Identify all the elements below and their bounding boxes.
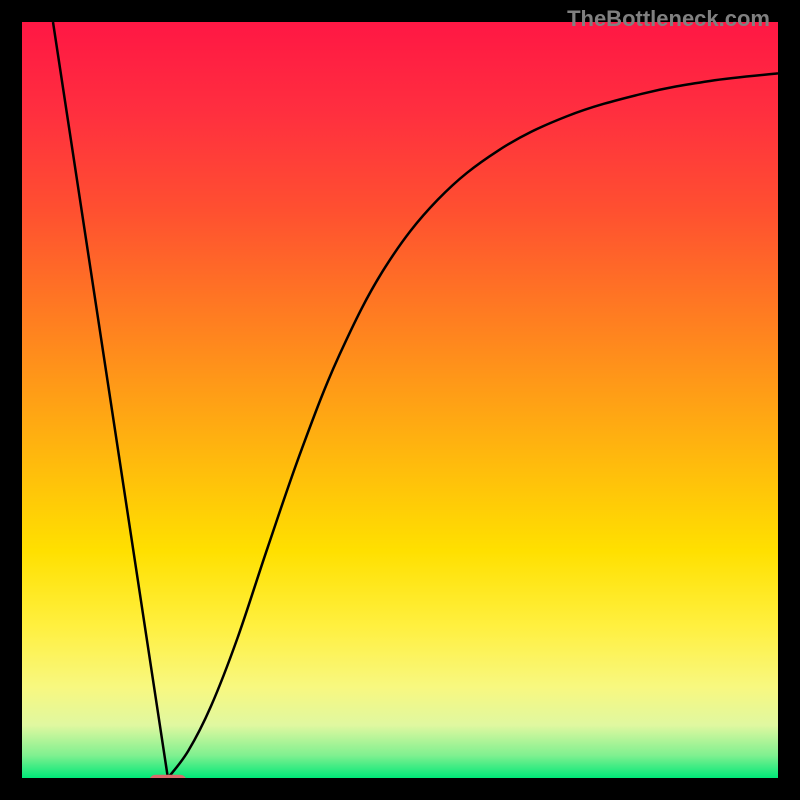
optimal-point-marker	[149, 775, 187, 789]
gradient-background	[22, 22, 778, 778]
bottleneck-chart	[0, 0, 800, 800]
watermark-text: TheBottleneck.com	[567, 6, 770, 32]
